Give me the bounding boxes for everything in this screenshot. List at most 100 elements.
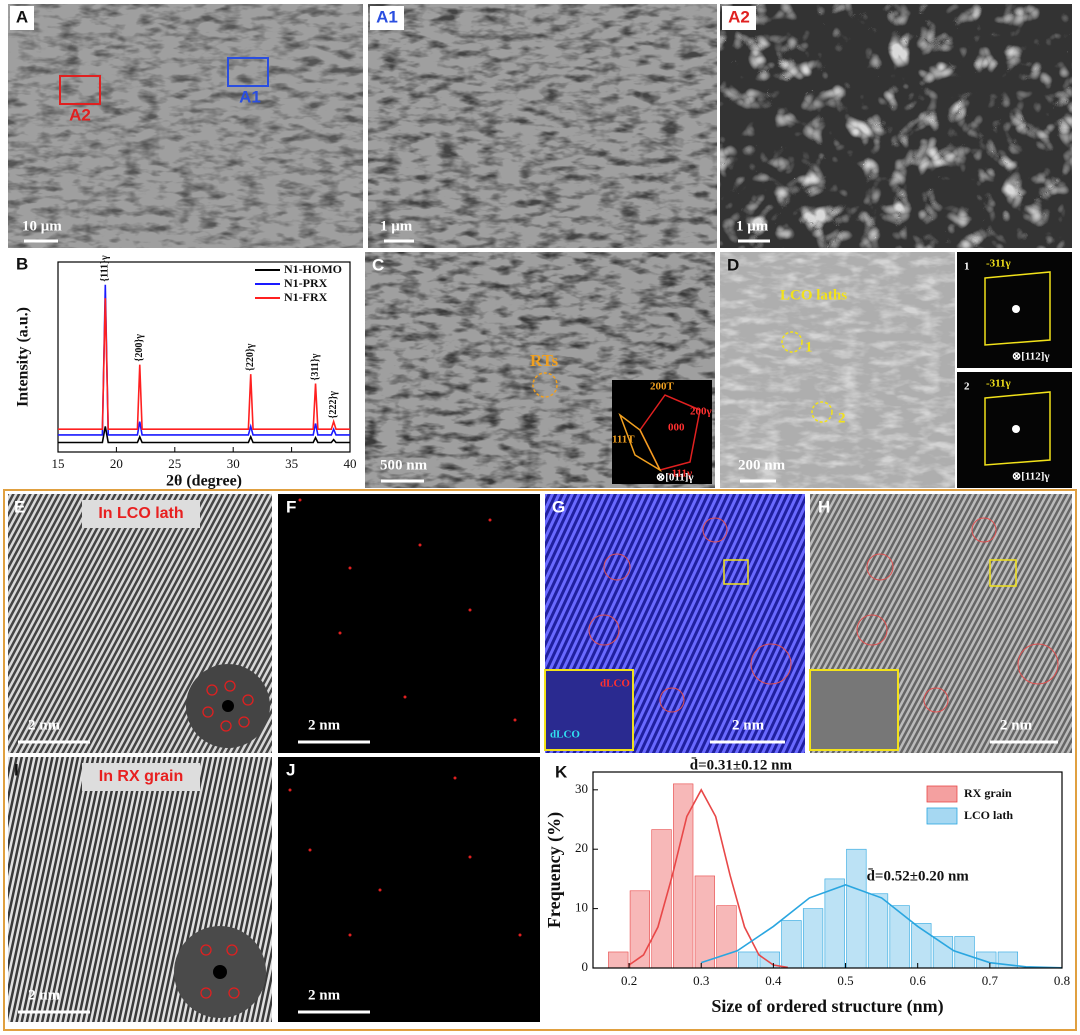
scale-label: 2 nm [732,717,765,733]
annotation: RTs [530,351,558,370]
y-axis-label: Intensity (a.u.) [15,307,32,407]
note: In LCO lath [98,505,183,522]
panel-d-image [720,252,955,488]
lattice-outline [984,271,1051,346]
region-label: A1 [239,87,261,106]
x-tick-label: 0.5 [837,973,853,988]
region-label: A2 [69,105,91,124]
panel-label: I [14,760,19,779]
histogram-bar [629,890,651,969]
legend-swatch [926,807,958,825]
inset-label: 1 [964,261,970,273]
inset-label: 111T [612,434,635,446]
cluster-circles [856,517,1059,713]
histogram-bar [932,936,954,969]
inset-label: 200γ [690,406,712,418]
x-tick-label: 25 [168,456,181,471]
x-tick-label: 0.2 [621,973,637,988]
scale-label: 1 μm [736,218,769,234]
histogram-bar [608,951,629,969]
x-tick-label: 0.3 [693,973,709,988]
series-line [58,426,350,444]
inset-label: dLCO [600,678,630,690]
histogram-bar [802,908,824,969]
scale-label: 500 nm [380,457,428,473]
fft-spots [202,680,254,732]
plot-frame [592,771,1063,969]
panel-label: H [818,497,830,516]
plot-frame [57,261,351,453]
legend-label: N1-HOMO [284,262,342,276]
note: In RX grain [99,768,183,785]
inset-label: 2 [964,381,970,393]
legend-swatch [926,785,958,803]
inset-label: -311γ [986,378,1011,390]
x-axis-label: Size of ordered structure (nm) [711,996,943,1017]
region-box [989,559,1017,587]
histogram-bar [651,829,672,969]
panel-label: E [14,497,25,516]
histogram-bar [889,905,910,969]
panel-label: B [16,254,28,273]
scale-label: 2 nm [28,717,61,733]
diffraction-spot [1012,305,1020,313]
annotation: LCO laths [780,287,847,303]
legend-label: RX grain [964,786,1012,800]
histogram-bar [694,875,715,969]
annotation: d̄=0.31±0.12 nm [690,757,793,773]
legend-label: N1-PRX [284,276,328,290]
micrographs [3,2,1077,1031]
panel-a2-image [718,2,1074,250]
x-tick-label: 0.7 [982,973,999,988]
histogram-bar [738,951,759,969]
lattice-outline [618,412,662,472]
panel-f-image [278,494,540,753]
panel-label: A [16,7,28,26]
scale-label: 200 nm [738,457,786,473]
scale-bars [18,239,1058,1014]
lattice-outline [984,391,1051,466]
histogram-bar [824,878,845,969]
panel-label: G [552,497,565,516]
zoom-inset [809,669,899,751]
panel-label: A1 [376,7,398,26]
peak-label: {220}γ [245,343,256,371]
annotation: d̄=0.52±0.20 nm [867,868,970,884]
series-line [58,284,350,436]
legend-label: LCO lath [964,808,1013,822]
series-line [58,298,350,430]
y-tick-label: 10 [575,900,588,915]
inset-label: -311γ [986,258,1011,270]
peak-label: {200}γ [134,334,145,362]
legend-label: N1-FRX [284,290,328,304]
panel-a-image [7,3,364,249]
peak-label: {111}γ [100,255,111,282]
histogram-bar [781,920,802,969]
marker-label: 1 [805,339,813,355]
inset-label: ⊗[112]γ [1012,471,1050,483]
x-tick-label: 20 [110,456,123,471]
x-tick-label: 35 [285,456,298,471]
inset-label: 200T [650,381,675,393]
panel-label: D [727,255,739,274]
fit-curve [628,788,788,969]
scale-label: 2 nm [1000,717,1033,733]
histogram-bar [846,848,867,969]
fft-center [213,965,227,979]
x-tick-label: 0.4 [765,973,782,988]
inset-label: ⊗[112]γ [1012,351,1050,363]
frame [3,489,1077,1031]
panel-label: K [555,762,568,781]
scale-label: 2 nm [308,987,341,1003]
x-tick-label: 0.6 [910,973,927,988]
y-tick-label: 20 [575,840,588,855]
marker-circle [811,401,833,423]
histogram-bar [716,905,737,969]
panel-label: A2 [728,7,750,26]
inset-label: 000 [668,422,685,434]
y-tick-label: 30 [575,781,588,796]
scale-label: 1 μm [380,218,413,234]
region-box [227,57,269,87]
y-axis-label: Frequency (%) [544,812,565,928]
